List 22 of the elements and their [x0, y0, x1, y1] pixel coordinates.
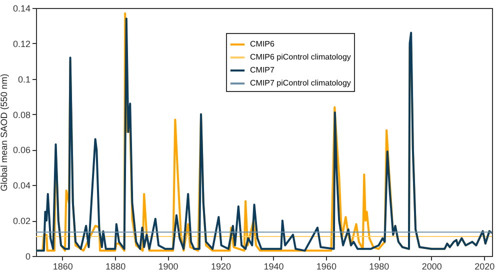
y-tick-label: 0.08: [12, 110, 30, 120]
x-tick-label: 2020: [474, 262, 495, 272]
x-tick-label: 1880: [106, 262, 126, 272]
y-tick-label: 0.02: [12, 216, 30, 226]
x-tick-label: 1940: [264, 262, 284, 272]
y-tick-label: 0.06: [12, 145, 30, 156]
x-tick-label: 1860: [52, 262, 73, 272]
x-tick-label: 1960: [316, 262, 336, 272]
x-tick-label: 2000: [422, 262, 442, 272]
legend-label: CMIP7: [250, 66, 275, 74]
y-axis-title: Global mean SAOD (550 nm): [0, 74, 9, 192]
x-tick-label: 1900: [158, 262, 178, 272]
y-tick-label: 0.14: [12, 4, 30, 14]
x-tick-label: 1920: [210, 262, 232, 272]
legend-label: CMIP6: [250, 40, 275, 48]
y-tick-label: 0: [25, 252, 30, 262]
y-tick-label: 0.12: [12, 38, 30, 49]
legend-label: CMIP6 piControl climatology: [250, 52, 351, 62]
x-tick-label: 1980: [369, 262, 390, 272]
legend-label: CMIP7 piControl climatology: [250, 78, 351, 88]
y-tick-label: 0.04: [12, 180, 30, 191]
y-tick-label: 0.1: [18, 74, 30, 84]
